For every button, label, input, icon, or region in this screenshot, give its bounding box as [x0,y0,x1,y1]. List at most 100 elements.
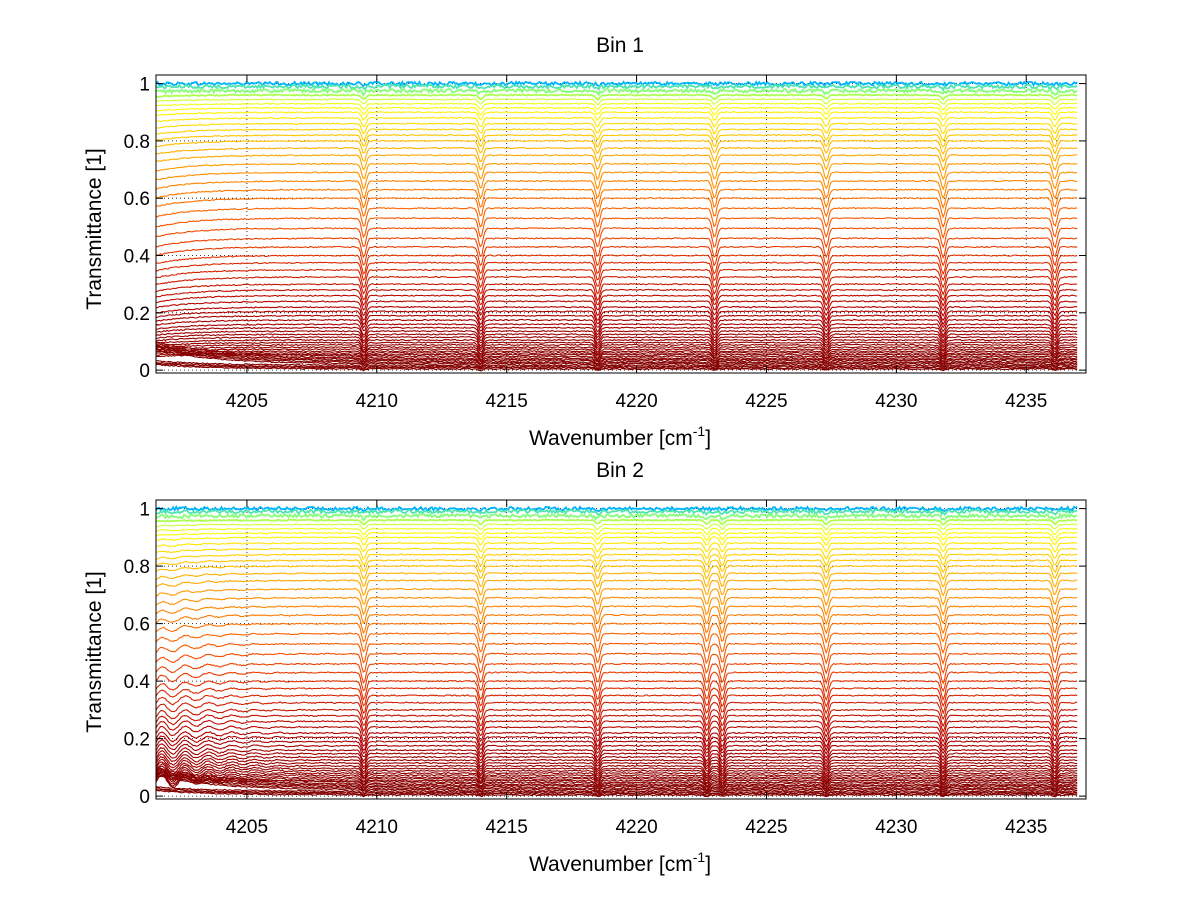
bin2-series-32 [155,719,1078,738]
bin2-series-41 [155,755,1078,771]
bin2-series-44 [155,763,1078,778]
bin1-series-43 [155,338,1078,349]
bin2-series-25 [155,671,1078,694]
bin2-series-57 [155,786,1078,795]
bin2-ytick-label-3: 0.6 [124,615,150,636]
bin1-axes-box [155,74,1087,374]
bin2-series-15 [155,579,1078,597]
bin1-series-33 [155,300,1078,318]
bin2-series-60 [155,789,1078,798]
bin2-series-6 [155,527,1078,536]
bin2-series-56 [155,774,1078,794]
bin1-ytick-label-1: 0.2 [124,304,150,325]
bin1-series-12 [155,133,1078,149]
bin1-series-47 [155,348,1078,357]
bin2-xlabel-close: ] [705,853,711,876]
bin2-series-28 [155,694,1078,715]
bin1-xtick-label-4225: 4225 [745,391,787,412]
bin1-series-51 [155,341,1078,362]
bin1-series-44 [155,341,1078,352]
bin2-series-18 [155,605,1078,626]
bin2-series-43 [155,761,1078,776]
bin2-series-19 [155,613,1078,635]
bin1-xlabel-sup: -1 [693,423,706,439]
bin1-series-16 [155,162,1078,181]
bin1-series-31 [155,288,1078,308]
bin2-axes-box [155,499,1087,800]
bin1-series-57 [155,360,1078,369]
bin2-ytick-label-0: 0 [139,787,150,808]
bin1-series-34 [155,305,1078,322]
bin1-ytick-label-2: 0.4 [124,247,151,268]
bin1-series-20 [155,197,1078,219]
bin1-series-22 [155,217,1078,240]
bin2-series-35 [155,735,1078,752]
bin2-x-axis-label: Wavenumber [cm-1] [529,849,711,876]
bin2-series-8 [155,536,1078,547]
bin1-series-25 [155,245,1078,267]
bin2-series-26 [155,679,1078,702]
bin2-series-11 [155,553,1078,567]
bin2-xtick-label-4220: 4220 [615,817,657,838]
bin2-series-52 [155,768,1078,789]
bin1-title: Bin 1 [596,34,644,57]
bin1-series-53 [155,344,1078,365]
bin1-series-52 [155,343,1078,363]
bin1-series-48 [155,350,1078,358]
bin1-series-39 [155,326,1078,339]
bin2-xtick-label-4205: 4205 [226,817,268,838]
bin2-xtick-label-4210: 4210 [356,817,398,838]
bin1-series-28 [155,268,1078,289]
bin2-series-40 [155,753,1078,769]
bin1-series [155,79,1078,372]
bin1-series-9 [155,116,1078,128]
bin2-series-37 [155,743,1078,759]
bin1-series-2 [155,83,1078,92]
bin2-series-39 [155,749,1078,765]
bin1-series-7 [155,106,1078,116]
bin1-xtick-label-4210: 4210 [356,391,398,412]
bin1-series-35 [155,310,1078,326]
bin2-series-5 [155,523,1078,531]
bin2-series-10 [155,547,1078,560]
bin2-series-27 [155,687,1078,708]
bin2-series-42 [155,758,1078,773]
bin2-series-46 [155,767,1078,782]
bin2-series-3 [155,512,1078,522]
bin2-series-29 [155,701,1078,722]
bin1-series-11 [156,128,1078,142]
bin1-series-5 [155,98,1078,106]
bin1-series-19 [155,188,1078,210]
bin1-ytick-label-4: 0.8 [124,132,150,153]
bin2-series-4 [155,518,1078,526]
bin2-ytick-label-2: 0.4 [124,672,151,693]
bin2-series-17 [155,596,1078,616]
bin2-series-9 [155,541,1078,554]
bin1-series-26 [155,254,1078,276]
bin2-ytick-label-4: 0.8 [124,557,150,578]
bin2-series-30 [155,708,1078,728]
bin2-series-24 [155,662,1078,685]
bin2-series-7 [155,531,1078,542]
bin1-series-32 [155,294,1078,312]
bin2-series-31 [155,714,1078,734]
bin1-ytick-label-5: 1 [139,75,150,96]
bin1-series-14 [156,146,1078,163]
bin1-ytick-label-0: 0 [139,361,150,382]
bin2-y-axis-label: Transmittance [1] [83,571,106,732]
bin2-series-36 [155,738,1078,756]
bin2-series [155,504,1078,798]
bin1-ytick-label-3: 0.6 [124,189,150,210]
bin1-series-24 [155,237,1078,260]
bin2-series-12 [155,559,1078,574]
bin2-xtick-label-4215: 4215 [486,817,528,838]
bin1-series-38 [155,323,1078,337]
bin1-xtick-label-4205: 4205 [226,391,268,412]
bin1-series-59 [155,362,1078,371]
bin1-series-58 [155,361,1078,370]
bin2-series-54 [155,771,1078,792]
bin1-xtick-label-4235: 4235 [1005,391,1047,412]
bin2-ytick-label-5: 1 [139,500,150,521]
bin1-series-45 [155,343,1078,353]
